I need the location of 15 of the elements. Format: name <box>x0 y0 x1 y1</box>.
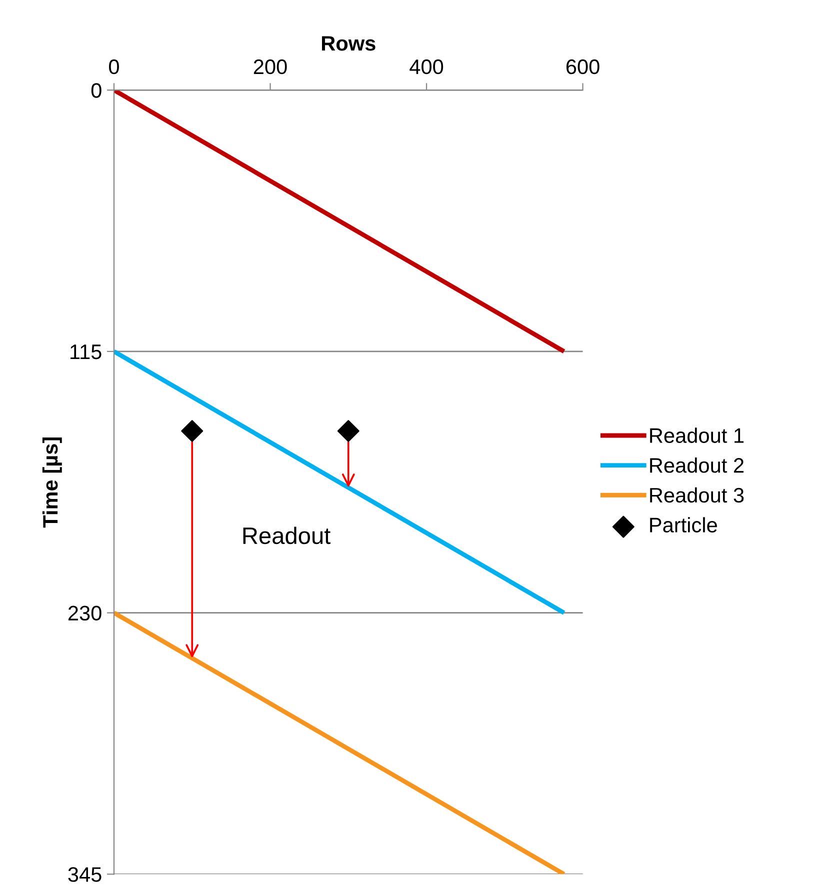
y-tick-label: 230 <box>68 606 102 621</box>
y-axis-title: Time [µs] <box>42 438 62 528</box>
x-tick-label: 0 <box>109 59 119 74</box>
legend-label: Particle <box>650 517 717 532</box>
annotation: Readout <box>243 526 330 544</box>
legend-label: Readout 2 <box>650 457 744 473</box>
legend-label: Readout 1 <box>650 428 744 443</box>
x-tick-label: 600 <box>566 59 600 74</box>
y-tick-label: 115 <box>70 344 102 360</box>
x-axis-title: Rows <box>322 36 376 51</box>
y-tick-label: 345 <box>68 867 102 882</box>
legend-label: Readout 3 <box>650 487 744 503</box>
x-tick-label: 400 <box>410 59 444 74</box>
y-tick-label: 0 <box>91 83 102 98</box>
x-tick-label: 200 <box>254 59 287 74</box>
